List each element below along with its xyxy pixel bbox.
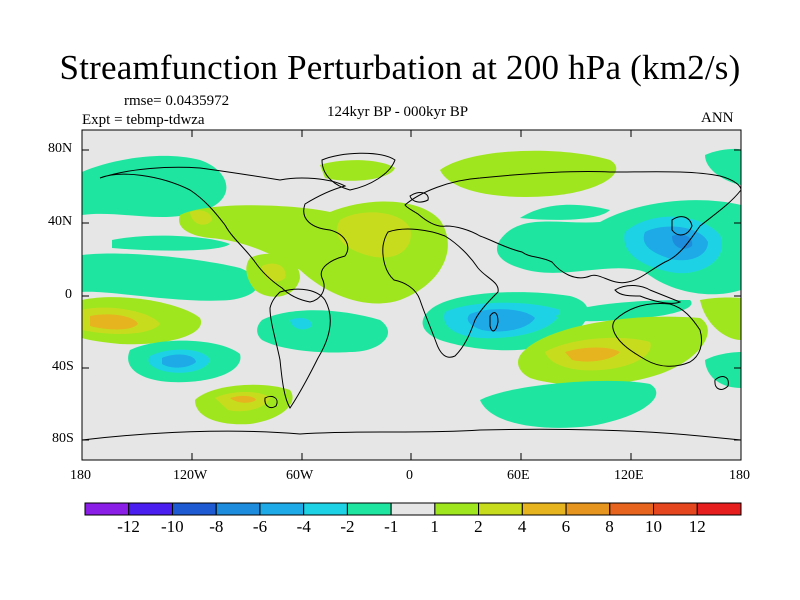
lon-tick-label: 60E <box>507 468 530 483</box>
contour-positive-south-pacific-core <box>90 314 138 330</box>
coastlines <box>82 152 741 441</box>
colorbar-box <box>346 502 392 516</box>
coastline-greenland <box>321 152 396 191</box>
colorbar-label: 12 <box>688 517 706 536</box>
colorbar-label: 4 <box>517 517 527 536</box>
contour-negative-subtropical-pacific <box>112 235 230 251</box>
contour-positive-pacific-core <box>190 210 212 225</box>
colorbar-box <box>215 502 261 516</box>
contour-positive-north-africa-core <box>336 212 411 258</box>
lat-tick-label: 40N <box>48 214 73 229</box>
period-label: 124kyr BP - 000kyr BP <box>327 104 469 120</box>
contour-positive-greenland <box>320 160 395 181</box>
contour-negative-southeast-pacific-core <box>162 354 196 368</box>
colorbar-box <box>609 502 655 516</box>
contour-positive-south-atlantic-core <box>230 395 256 403</box>
coastline-south-america <box>269 288 331 409</box>
axis-ticks <box>82 130 741 460</box>
coastline-eurasia <box>404 170 741 284</box>
coastline-japan <box>671 216 693 236</box>
lat-tick-label: 80N <box>48 141 73 156</box>
colorbar <box>84 502 742 516</box>
colorbar-box <box>478 502 523 516</box>
colorbar-box <box>390 502 436 516</box>
coastline-australia <box>612 303 703 367</box>
contour-fills <box>82 148 741 428</box>
colorbar-label: 2 <box>474 517 483 536</box>
lat-tick-label: 40S <box>52 359 74 374</box>
lat-tick-label: 80S <box>52 431 74 446</box>
lat-tick-label: 0 <box>65 287 72 302</box>
colorbar-box <box>565 502 611 516</box>
colorbar-box <box>84 502 130 516</box>
contour-negative-east-siberia <box>705 148 741 185</box>
coastline-british-isles <box>409 192 429 203</box>
colorbar-box <box>434 502 480 516</box>
lon-tick-label: 120W <box>173 468 208 483</box>
colorbar-label: 1 <box>430 517 439 536</box>
map-title: Streamfunction Perturbation at 200 hPa (… <box>59 48 741 87</box>
colorbar-label: 6 <box>561 517 571 536</box>
colorbar-box <box>259 502 305 516</box>
colorbar-box <box>521 502 567 516</box>
colorbar-box <box>171 502 217 516</box>
coastline-madagascar <box>489 312 499 332</box>
contour-positive-north-pacific <box>82 155 227 218</box>
coastline-antarctica <box>82 428 741 441</box>
coastline-new-zealand <box>714 376 729 390</box>
coastline-falklands <box>264 395 278 409</box>
season-label: ANN <box>701 110 734 126</box>
colorbar-label: -2 <box>340 517 355 536</box>
contour-negative-indian-ocean-core <box>467 309 535 332</box>
colorbar-label: -6 <box>252 517 268 536</box>
contour-negative-tropical-pacific <box>82 253 259 301</box>
colorbar-box <box>696 502 742 516</box>
contour-negative-south-indian-band <box>555 300 692 322</box>
contour-negative-japan-center <box>672 234 693 249</box>
lon-tick-label: 0 <box>406 468 413 483</box>
coastline-indonesia <box>614 285 682 304</box>
colorbar-label: -10 <box>160 517 184 536</box>
colorbar-label: -8 <box>209 517 224 536</box>
colorbar-box <box>303 502 348 516</box>
contour-negative-southern-dateline <box>705 352 741 388</box>
contour-negative-south-america <box>257 310 389 353</box>
contour-negative-central-asia <box>520 204 610 220</box>
contour-positive-australia-core <box>565 347 620 362</box>
lon-tick-label: 60W <box>286 468 314 483</box>
rmse-label: rmse= 0.0435972 <box>124 93 230 109</box>
colorbar-label: 10 <box>645 517 663 536</box>
colorbar-label: -1 <box>384 517 399 536</box>
lon-tick-label: 180 <box>729 468 750 483</box>
colorbar-box <box>128 502 173 516</box>
coastline-north-america <box>99 166 349 303</box>
colorbar-label: 8 <box>605 517 614 536</box>
lon-tick-label: 180 <box>70 468 91 483</box>
experiment-label: Expt = tebmp-tdwza <box>82 112 205 128</box>
colorbar-box <box>653 502 698 516</box>
coastline-africa <box>382 228 499 358</box>
colorbar-label: -4 <box>296 517 311 536</box>
colorbar-label: -12 <box>117 517 140 536</box>
contour-negative-south-america-core <box>290 318 312 330</box>
contour-negative-southern-ocean <box>480 380 657 428</box>
lon-tick-label: 120E <box>614 468 644 483</box>
contour-positive-dateline-south <box>700 297 741 340</box>
